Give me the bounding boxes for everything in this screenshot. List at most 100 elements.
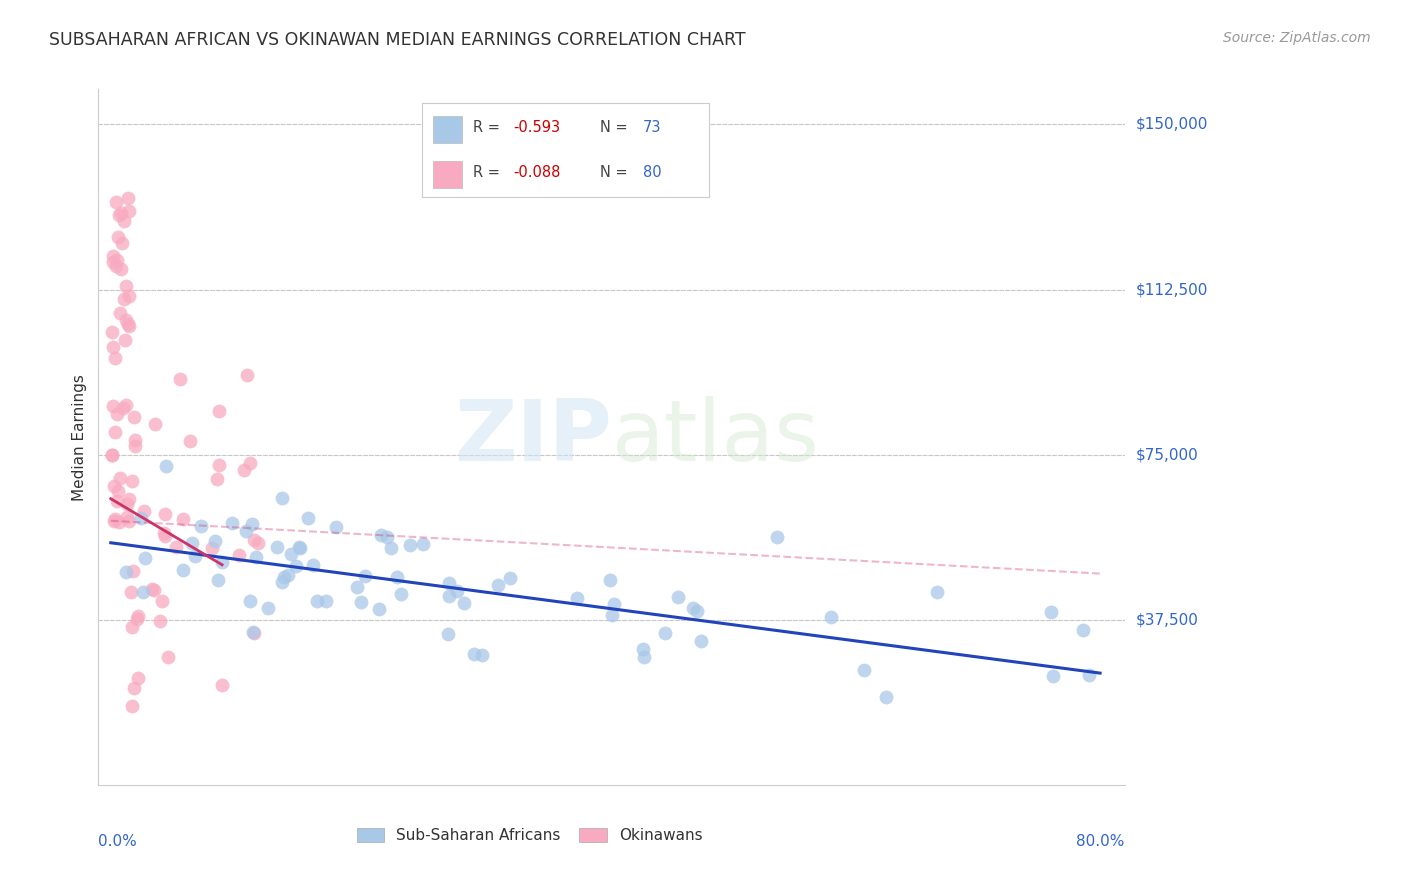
Point [129, 510, 152, 524]
Point [104, 512, 127, 526]
Point [172, 562, 194, 576]
Point [184, 549, 207, 563]
Point [121, 620, 143, 634]
Point [207, 573, 229, 587]
Point [101, 340, 124, 354]
Point [141, 582, 163, 596]
Point [103, 255, 125, 269]
Point [239, 456, 262, 470]
Point [302, 558, 325, 573]
Point [567, 591, 589, 605]
Point [273, 570, 295, 584]
Point [368, 601, 391, 615]
Point [1071, 624, 1094, 638]
Point [380, 541, 402, 555]
Point [103, 399, 125, 413]
Point [134, 550, 156, 565]
Point [124, 439, 146, 453]
Point [134, 504, 156, 518]
Point [110, 206, 132, 220]
Text: $37,500: $37,500 [1136, 612, 1199, 627]
Point [471, 648, 494, 662]
Point [350, 595, 373, 609]
Point [118, 204, 141, 219]
Point [108, 515, 131, 529]
Text: 0.0%: 0.0% [98, 834, 138, 848]
Point [925, 585, 948, 599]
Text: $75,000: $75,000 [1136, 447, 1199, 462]
Point [375, 530, 398, 544]
Point [112, 214, 135, 228]
Point [307, 594, 329, 608]
Point [101, 249, 124, 263]
Point [666, 590, 689, 604]
Point [180, 535, 202, 549]
Text: ZIP: ZIP [454, 395, 612, 479]
Point [121, 475, 143, 489]
Point [391, 587, 413, 601]
Text: SUBSAHARAN AFRICAN VS OKINAWAN MEDIAN EARNINGS CORRELATION CHART: SUBSAHARAN AFRICAN VS OKINAWAN MEDIAN EA… [49, 31, 745, 49]
Point [270, 491, 292, 505]
Text: Source: ZipAtlas.com: Source: ZipAtlas.com [1223, 31, 1371, 45]
Point [499, 571, 522, 585]
Point [152, 526, 174, 541]
Point [266, 540, 288, 554]
Legend: Sub-Saharan Africans, Okinawans: Sub-Saharan Africans, Okinawans [357, 829, 703, 844]
Point [599, 573, 621, 587]
Point [124, 433, 146, 447]
Point [111, 401, 134, 415]
Point [236, 368, 259, 383]
Point [852, 664, 875, 678]
Text: $112,500: $112,500 [1136, 282, 1208, 297]
Point [165, 540, 187, 554]
Point [108, 306, 131, 320]
Point [208, 458, 231, 472]
Point [232, 463, 254, 477]
Point [437, 576, 460, 591]
Point [239, 594, 262, 608]
Point [654, 625, 676, 640]
Point [387, 570, 409, 584]
Point [172, 512, 194, 526]
Point [117, 319, 139, 334]
Point [118, 514, 141, 528]
Point [153, 507, 176, 521]
Point [370, 528, 392, 542]
Point [243, 533, 266, 547]
Point [121, 699, 143, 714]
Point [143, 582, 166, 597]
Point [1078, 668, 1101, 682]
Point [169, 372, 191, 386]
Point [875, 690, 897, 704]
Point [143, 417, 166, 431]
Point [256, 601, 278, 615]
Point [103, 478, 125, 492]
Point [280, 547, 302, 561]
Point [204, 534, 226, 549]
Point [633, 649, 655, 664]
Point [149, 615, 172, 629]
Point [105, 494, 128, 508]
Point [105, 407, 128, 421]
Point [115, 313, 138, 327]
Point [288, 540, 311, 554]
Point [122, 410, 145, 425]
Point [315, 594, 337, 608]
Point [240, 517, 263, 532]
Point [108, 208, 131, 222]
Point [602, 608, 624, 623]
Point [118, 491, 141, 506]
Point [122, 681, 145, 695]
Point [132, 585, 155, 599]
Point [104, 351, 127, 365]
Point [115, 509, 138, 524]
Point [208, 404, 231, 418]
Point [211, 555, 233, 569]
Point [120, 585, 142, 599]
Point [118, 289, 141, 303]
Point [353, 568, 375, 582]
Point [325, 520, 347, 534]
Point [179, 434, 201, 448]
Point [115, 497, 138, 511]
Point [127, 671, 149, 685]
